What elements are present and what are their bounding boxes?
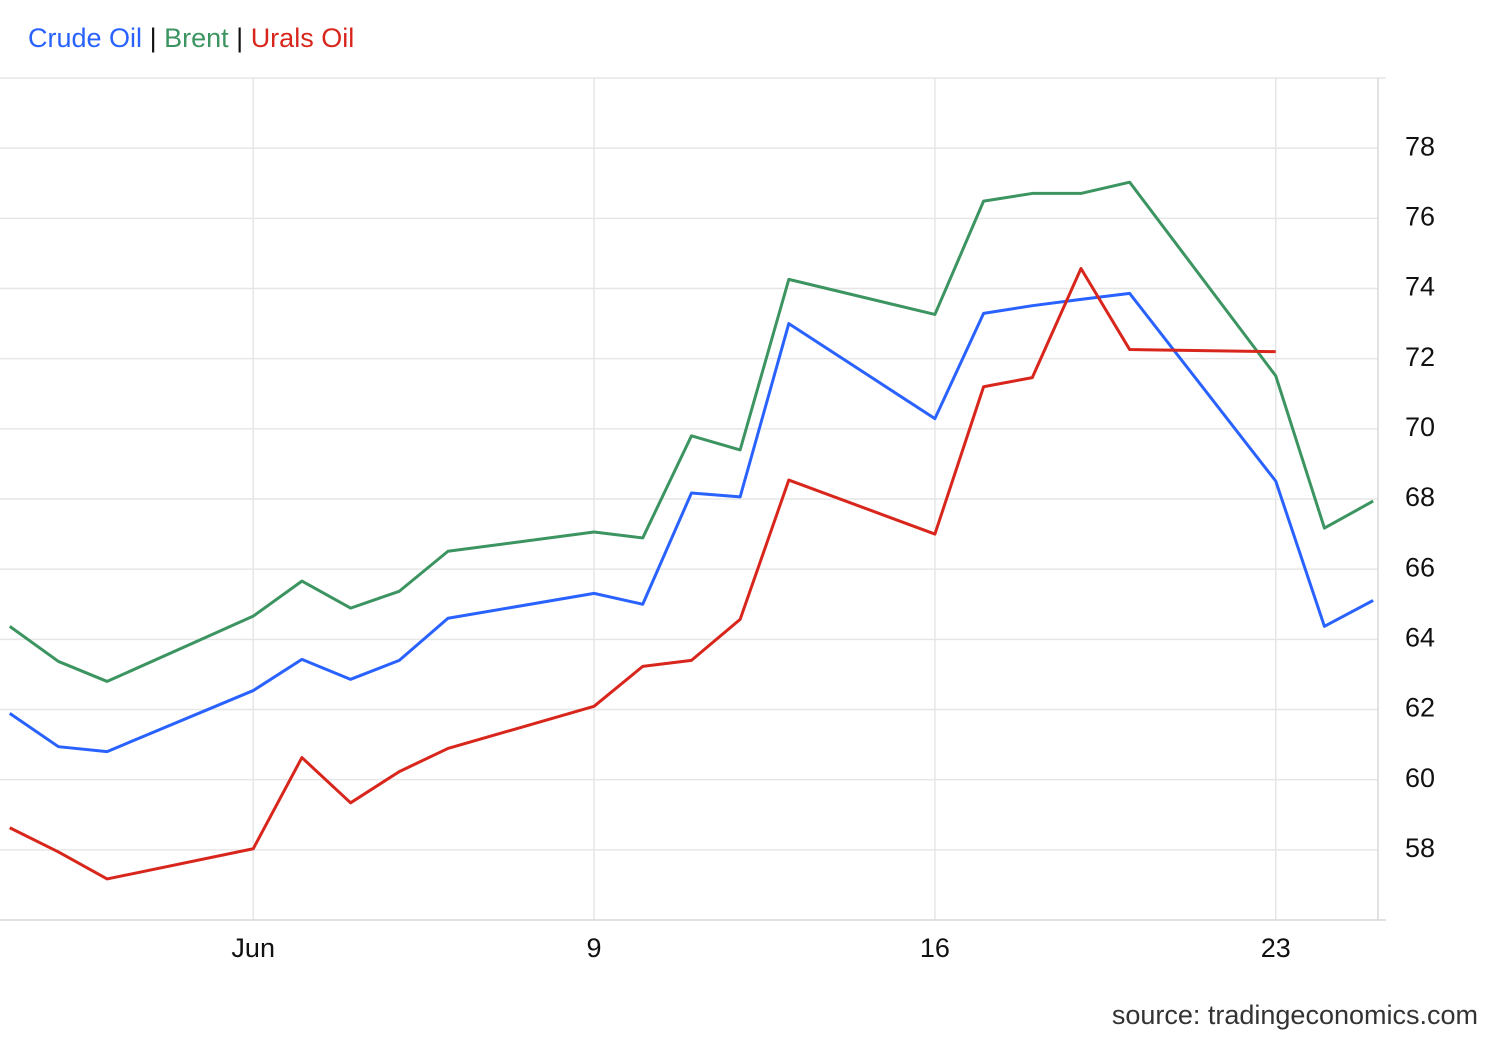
source: source: tradingeconomics.com	[1112, 1000, 1478, 1030]
x-tick-label: 23	[1261, 933, 1291, 963]
y-tick-label: 74	[1405, 272, 1435, 302]
x-tick-label: 9	[587, 933, 602, 963]
y-tick-label: 66	[1405, 552, 1435, 582]
y-tick-label: 70	[1405, 412, 1435, 442]
legend: Crude Oil | Brent | Urals Oil	[28, 23, 354, 53]
legend: Crude Oil | Brent | Urals Oil	[28, 23, 354, 53]
y-tick-label: 60	[1405, 763, 1435, 793]
legend-separator: |	[236, 23, 243, 53]
x-tick-label: Jun	[231, 933, 275, 963]
y-tick-label: 72	[1405, 342, 1435, 372]
y-tick-label: 76	[1405, 201, 1435, 231]
series-line	[8, 180, 1374, 683]
lines	[8, 180, 1374, 881]
y-tick-label: 78	[1405, 131, 1435, 161]
legend-separator: |	[150, 23, 157, 53]
y-tick-label: 62	[1405, 693, 1435, 723]
series-line	[8, 291, 1374, 754]
y-tick-label: 64	[1405, 622, 1435, 652]
y-tick-label: 58	[1405, 833, 1435, 863]
x-tick-label: 16	[920, 933, 950, 963]
series-line	[9, 267, 1276, 881]
legend-entry: Urals Oil	[251, 23, 355, 53]
legend-entry: Crude Oil	[28, 23, 142, 53]
y-tick-label: 68	[1405, 482, 1435, 512]
legend-entry: Brent	[164, 23, 229, 53]
